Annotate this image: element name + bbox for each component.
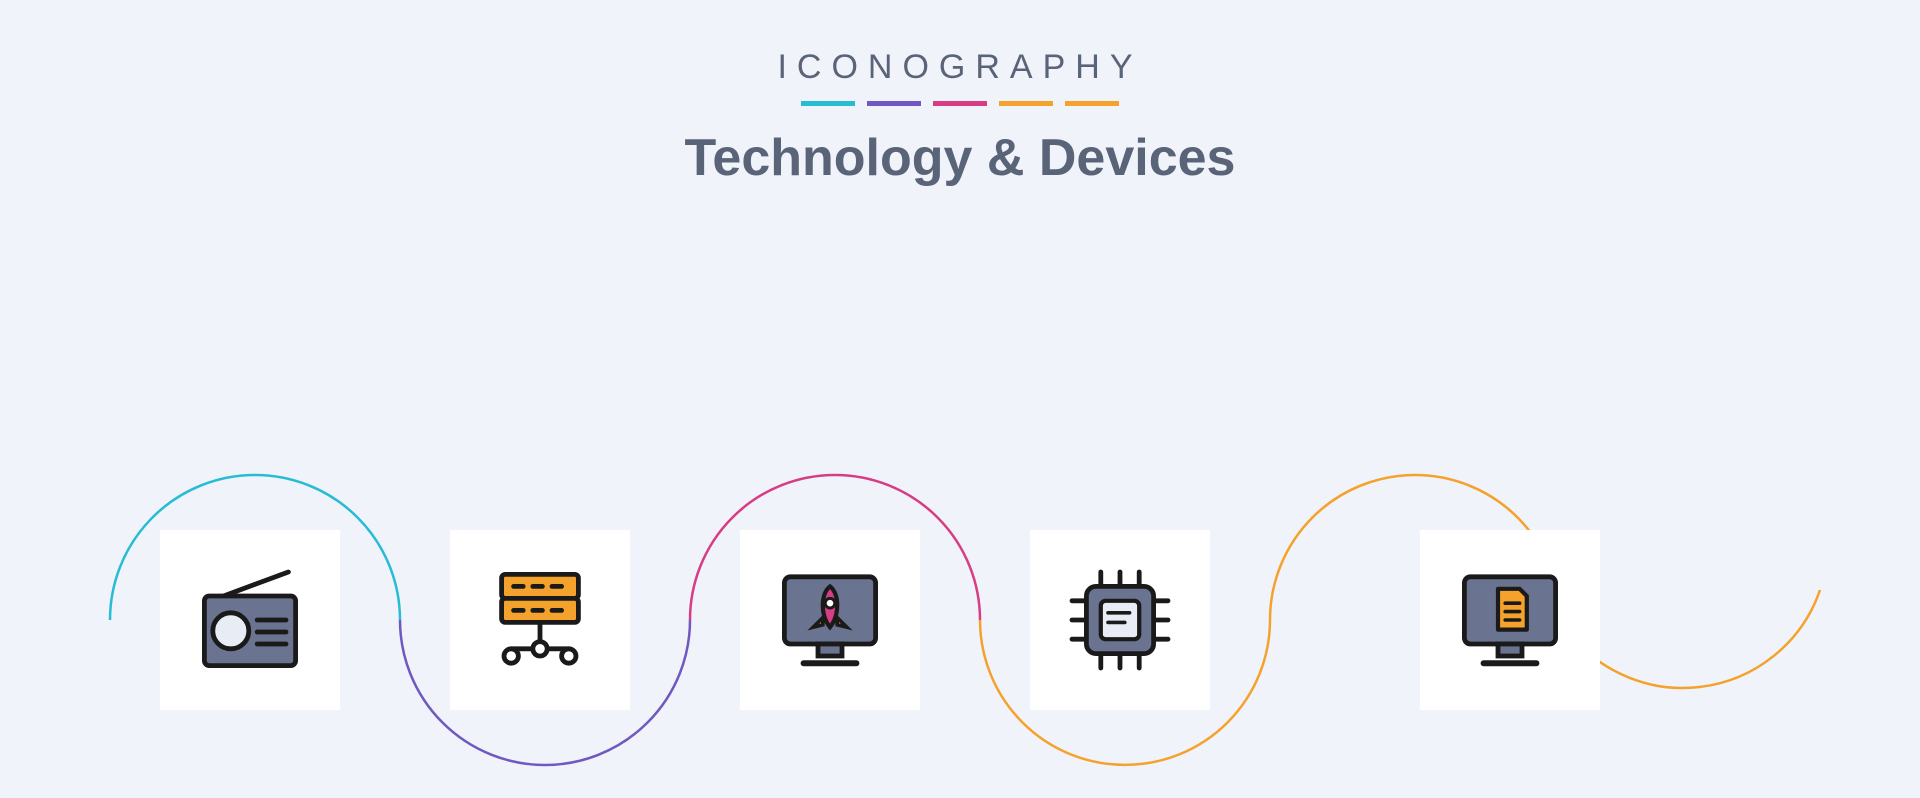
icon-card-monitor-file	[1420, 530, 1600, 710]
stripe-5	[1065, 101, 1119, 106]
icon-card-radio	[160, 530, 340, 710]
radio-icon	[190, 560, 310, 680]
brand-stripes	[0, 101, 1920, 106]
server-icon	[480, 560, 600, 680]
stripe-3	[933, 101, 987, 106]
icon-card-chip	[1030, 530, 1210, 710]
stripe-2	[867, 101, 921, 106]
icon-card-monitor-rocket	[740, 530, 920, 710]
page-title: Technology & Devices	[0, 128, 1920, 188]
stripe-4	[999, 101, 1053, 106]
stripe-1	[801, 101, 855, 106]
icon-card-server	[450, 530, 630, 710]
header: ICONOGRAPHY Technology & Devices	[0, 48, 1920, 188]
monitor-file-icon	[1450, 560, 1570, 680]
chip-icon	[1060, 560, 1180, 680]
brand-label: ICONOGRAPHY	[0, 48, 1920, 87]
monitor-rocket-icon	[770, 560, 890, 680]
